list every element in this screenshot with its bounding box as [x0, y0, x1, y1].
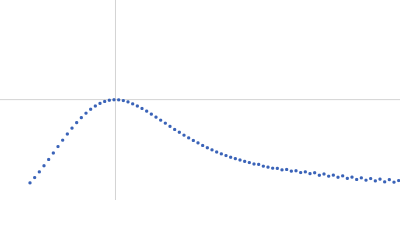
- data-point: [93, 104, 97, 108]
- data-point: [168, 124, 172, 128]
- data-point: [289, 169, 293, 173]
- data-point: [397, 178, 400, 183]
- data-point: [131, 102, 135, 106]
- data-point: [117, 98, 121, 102]
- data-point: [238, 158, 242, 162]
- data-point: [56, 144, 60, 149]
- data-point: [294, 169, 298, 173]
- data-point: [224, 153, 228, 158]
- data-point: [79, 116, 83, 120]
- data-point: [350, 175, 354, 179]
- data-point: [261, 164, 265, 168]
- data-point: [243, 159, 247, 163]
- data-point: [84, 111, 88, 115]
- data-point: [345, 176, 349, 180]
- chart: [0, 0, 400, 200]
- data-point: [387, 178, 391, 182]
- data-point: [215, 150, 219, 154]
- data-point: [70, 126, 74, 130]
- data-point: [355, 177, 359, 182]
- data-point: [257, 162, 261, 166]
- data-point: [159, 118, 163, 122]
- data-point: [149, 112, 153, 116]
- data-point: [75, 121, 79, 125]
- data-point: [247, 160, 251, 165]
- data-point: [229, 155, 233, 159]
- data-point: [392, 180, 396, 184]
- data-point: [51, 151, 55, 155]
- data-point: [121, 98, 125, 103]
- data-point: [210, 148, 214, 152]
- data-point: [177, 130, 181, 134]
- data-point: [42, 164, 46, 168]
- data-point: [112, 98, 116, 102]
- page: {"chart_data": {"type": "scatter", "xlim…: [0, 0, 400, 200]
- data-point: [135, 104, 139, 108]
- data-point: [28, 181, 32, 185]
- data-point: [145, 109, 149, 113]
- data-point: [369, 176, 373, 181]
- data-point: [373, 179, 377, 183]
- data-point: [140, 106, 144, 111]
- data-point: [364, 178, 368, 182]
- data-point: [196, 141, 200, 145]
- data-point: [191, 138, 195, 143]
- data-point: [280, 168, 284, 172]
- data-point: [271, 166, 275, 170]
- data-point: [252, 162, 256, 166]
- data-point: [303, 170, 307, 174]
- data-point: [61, 138, 65, 142]
- data-point: [378, 177, 382, 181]
- data-point: [233, 157, 237, 161]
- data-point: [182, 133, 186, 137]
- data-point: [201, 143, 205, 148]
- data-point: [37, 170, 41, 174]
- data-point: [173, 127, 177, 132]
- data-point: [154, 115, 158, 119]
- data-point: [313, 171, 317, 175]
- data-point: [103, 99, 107, 104]
- data-point: [219, 152, 223, 156]
- data-point: [89, 107, 93, 111]
- data-point: [275, 166, 279, 170]
- data-point: [107, 98, 111, 102]
- data-point: [327, 174, 331, 178]
- data-point: [317, 173, 321, 177]
- data-point: [33, 175, 37, 180]
- data-point: [285, 167, 289, 172]
- data-point: [65, 132, 69, 136]
- data-point: [383, 180, 387, 184]
- data-point: [126, 100, 130, 104]
- data-point: [359, 176, 363, 180]
- data-point: [47, 157, 51, 162]
- data-point: [322, 172, 326, 176]
- data-point: [163, 121, 167, 125]
- data-point: [187, 136, 191, 140]
- data-point: [341, 174, 345, 178]
- data-point: [266, 165, 270, 169]
- data-point: [299, 170, 303, 175]
- data-point: [336, 175, 340, 179]
- data-point: [308, 172, 312, 176]
- data-point: [331, 173, 335, 177]
- data-point: [205, 146, 209, 150]
- data-point: [98, 101, 102, 105]
